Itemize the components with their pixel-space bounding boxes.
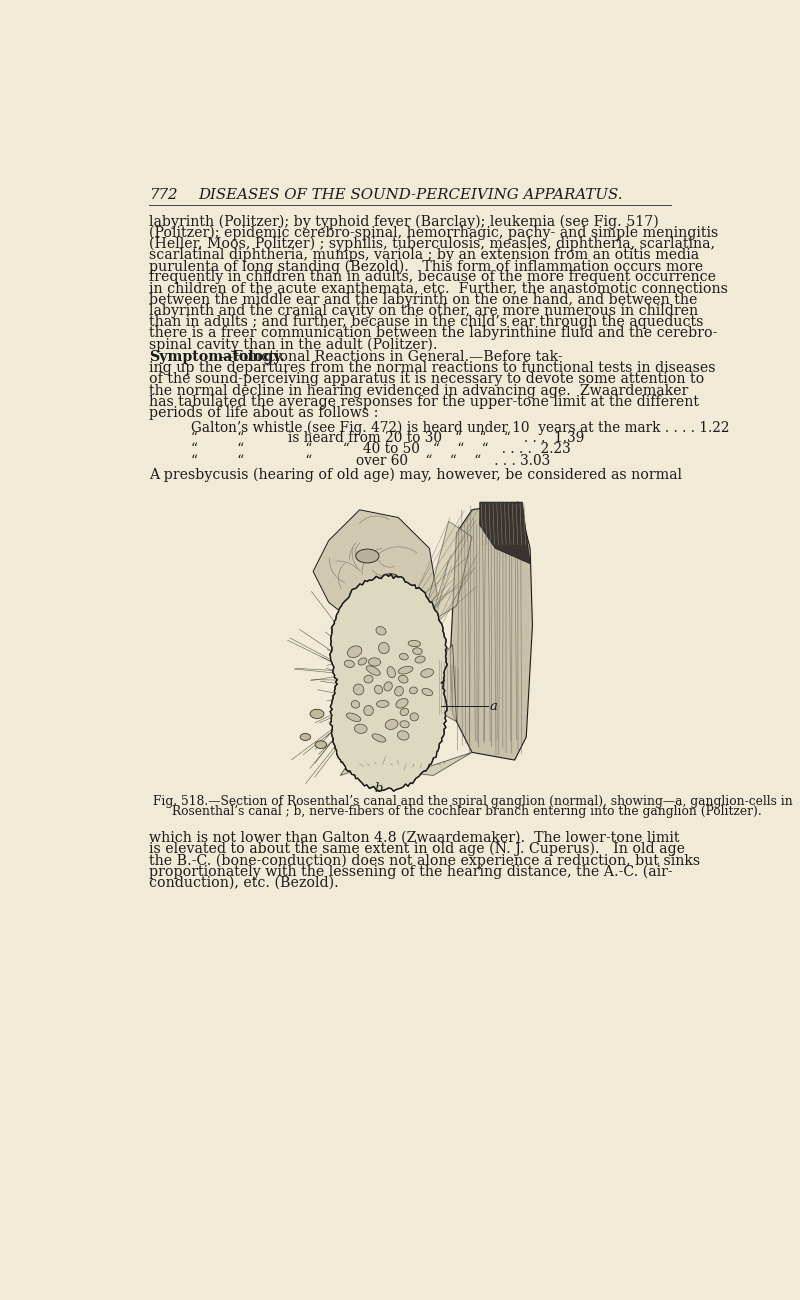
Text: spinal cavity than in the adult (Politzer).: spinal cavity than in the adult (Politze…: [149, 337, 438, 352]
Text: frequently in children than in adults, because of the more frequent occurrence: frequently in children than in adults, b…: [149, 270, 716, 285]
Text: a: a: [490, 701, 498, 714]
Text: between the middle ear and the labyrinth on the one hand, and between the: between the middle ear and the labyrinth…: [149, 292, 698, 307]
Ellipse shape: [364, 675, 373, 682]
Text: (Politzer); epidemic cerebro-spinal, hemorrhagic, pachy- and simple meningitis: (Politzer); epidemic cerebro-spinal, hem…: [149, 226, 718, 240]
Text: —Functional Reactions in General.—Before tak-: —Functional Reactions in General.—Before…: [219, 350, 562, 364]
Ellipse shape: [410, 686, 418, 694]
Ellipse shape: [413, 647, 422, 654]
Ellipse shape: [421, 668, 434, 677]
Ellipse shape: [398, 731, 409, 740]
Text: which is not lower than Galton 4.8 (Zwaardemaker).  The lower-tone limit: which is not lower than Galton 4.8 (Zwaa…: [149, 831, 679, 845]
Text: conduction), etc. (Bezold).: conduction), etc. (Bezold).: [149, 876, 338, 889]
Text: “         “              “       “   40 to 50   “    “    “   . . . .  2.23: “ “ “ “ 40 to 50 “ “ “ . . . . 2.23: [191, 442, 571, 456]
Ellipse shape: [394, 686, 403, 696]
Text: 772: 772: [149, 188, 178, 203]
Text: (Heller, Moos, Politzer) ; syphilis, tuberculosis, measles, diphtheria, scarlati: (Heller, Moos, Politzer) ; syphilis, tub…: [149, 237, 715, 251]
Ellipse shape: [408, 641, 421, 646]
Polygon shape: [450, 502, 533, 760]
Polygon shape: [398, 521, 472, 641]
Ellipse shape: [369, 658, 381, 666]
Polygon shape: [330, 575, 447, 792]
Text: in children of the acute exanthemata, etc.  Further, the anastomotic connections: in children of the acute exanthemata, et…: [149, 282, 728, 295]
Text: the normal decline in hearing evidenced in advancing age.  Zwaardemaker: the normal decline in hearing evidenced …: [149, 384, 688, 398]
Ellipse shape: [377, 701, 389, 707]
Ellipse shape: [372, 734, 386, 742]
Text: “         “              “          over 60    “    “    “   . . . 3.03: “ “ “ over 60 “ “ “ . . . 3.03: [191, 454, 550, 468]
Text: Rosenthal’s canal ; b, nerve-fibers of the cochlear branch entering into the gan: Rosenthal’s canal ; b, nerve-fibers of t…: [172, 806, 762, 819]
Ellipse shape: [400, 720, 410, 728]
Text: Symptomatology.: Symptomatology.: [149, 350, 285, 364]
Ellipse shape: [376, 627, 386, 634]
Text: Galton’s whistle (see Fig. 472) is heard under 10  years at the mark . . . . 1.2: Galton’s whistle (see Fig. 472) is heard…: [191, 420, 730, 434]
Text: A presbycusis (hearing of old age) may, however, be considered as normal: A presbycusis (hearing of old age) may, …: [149, 468, 682, 482]
Text: than in adults ; and further, because in the child’s ear through the aqueducts: than in adults ; and further, because in…: [149, 315, 703, 329]
Ellipse shape: [382, 573, 399, 585]
Ellipse shape: [374, 685, 382, 694]
Ellipse shape: [315, 741, 326, 749]
Ellipse shape: [354, 684, 364, 696]
Polygon shape: [313, 510, 437, 633]
Ellipse shape: [366, 666, 380, 675]
Text: b: b: [374, 781, 383, 794]
Ellipse shape: [400, 708, 409, 715]
Text: ing up the departures from the normal reactions to functional tests in diseases: ing up the departures from the normal re…: [149, 361, 715, 376]
Text: has tabulated the average responses for the upper-tone limit at the different: has tabulated the average responses for …: [149, 395, 699, 408]
Ellipse shape: [387, 667, 395, 677]
Polygon shape: [438, 645, 457, 722]
Text: scarlatinal diphtheria, mumps, variola ; by an extension from an otitis media: scarlatinal diphtheria, mumps, variola ;…: [149, 248, 699, 263]
Text: periods of life about as follows :: periods of life about as follows :: [149, 406, 378, 420]
Text: purulenta of long standing (Bezold).   This form of inflammation occurs more: purulenta of long standing (Bezold). Thi…: [149, 259, 703, 273]
Ellipse shape: [344, 660, 354, 667]
Text: there is a freer communication between the labyrinthine fluid and the cerebro-: there is a freer communication between t…: [149, 326, 718, 341]
Text: DISEASES OF THE SOUND-PERCEIVING APPARATUS.: DISEASES OF THE SOUND-PERCEIVING APPARAT…: [198, 188, 622, 203]
Ellipse shape: [351, 701, 360, 708]
Ellipse shape: [422, 689, 433, 696]
Ellipse shape: [346, 712, 361, 722]
Text: of the sound-perceiving apparatus it is necessary to devote some attention to: of the sound-perceiving apparatus it is …: [149, 372, 704, 386]
Text: labyrinth and the cranial cavity on the other, are more numerous in children: labyrinth and the cranial cavity on the …: [149, 304, 698, 317]
Text: “         “          is heard from 20 to 30   “    “    “   . . .  1.39: “ “ is heard from 20 to 30 “ “ “ . . . 1…: [191, 432, 585, 446]
Text: the B.-C. (bone-conduction) does not alone experience a reduction, but sinks: the B.-C. (bone-conduction) does not alo…: [149, 853, 700, 867]
Ellipse shape: [310, 710, 324, 719]
Ellipse shape: [358, 658, 366, 666]
Ellipse shape: [378, 642, 390, 654]
Ellipse shape: [415, 656, 425, 663]
Ellipse shape: [396, 698, 408, 708]
Ellipse shape: [398, 675, 408, 682]
Text: proportionately with the lessening of the hearing distance, the A.-C. (air-: proportionately with the lessening of th…: [149, 864, 673, 879]
Ellipse shape: [354, 724, 367, 733]
Ellipse shape: [399, 654, 408, 660]
Text: is elevated to about the same extent in old age (N. J. Cuperus).   In old age: is elevated to about the same extent in …: [149, 842, 685, 857]
Ellipse shape: [350, 589, 370, 601]
Ellipse shape: [385, 719, 398, 729]
Ellipse shape: [364, 706, 374, 715]
Ellipse shape: [410, 712, 418, 722]
Polygon shape: [480, 502, 530, 564]
Text: labyrinth (Politzer); by typhoid fever (Barclay); leukemia (see Fig. 517): labyrinth (Politzer); by typhoid fever (…: [149, 214, 658, 229]
Ellipse shape: [384, 681, 392, 692]
Ellipse shape: [347, 646, 362, 658]
Ellipse shape: [398, 667, 413, 673]
Ellipse shape: [300, 733, 310, 741]
Polygon shape: [340, 753, 472, 776]
Ellipse shape: [356, 549, 379, 563]
Text: Fig. 518.—Section of Rosenthal’s canal and the spiral ganglion (normal), showing: Fig. 518.—Section of Rosenthal’s canal a…: [153, 796, 793, 809]
